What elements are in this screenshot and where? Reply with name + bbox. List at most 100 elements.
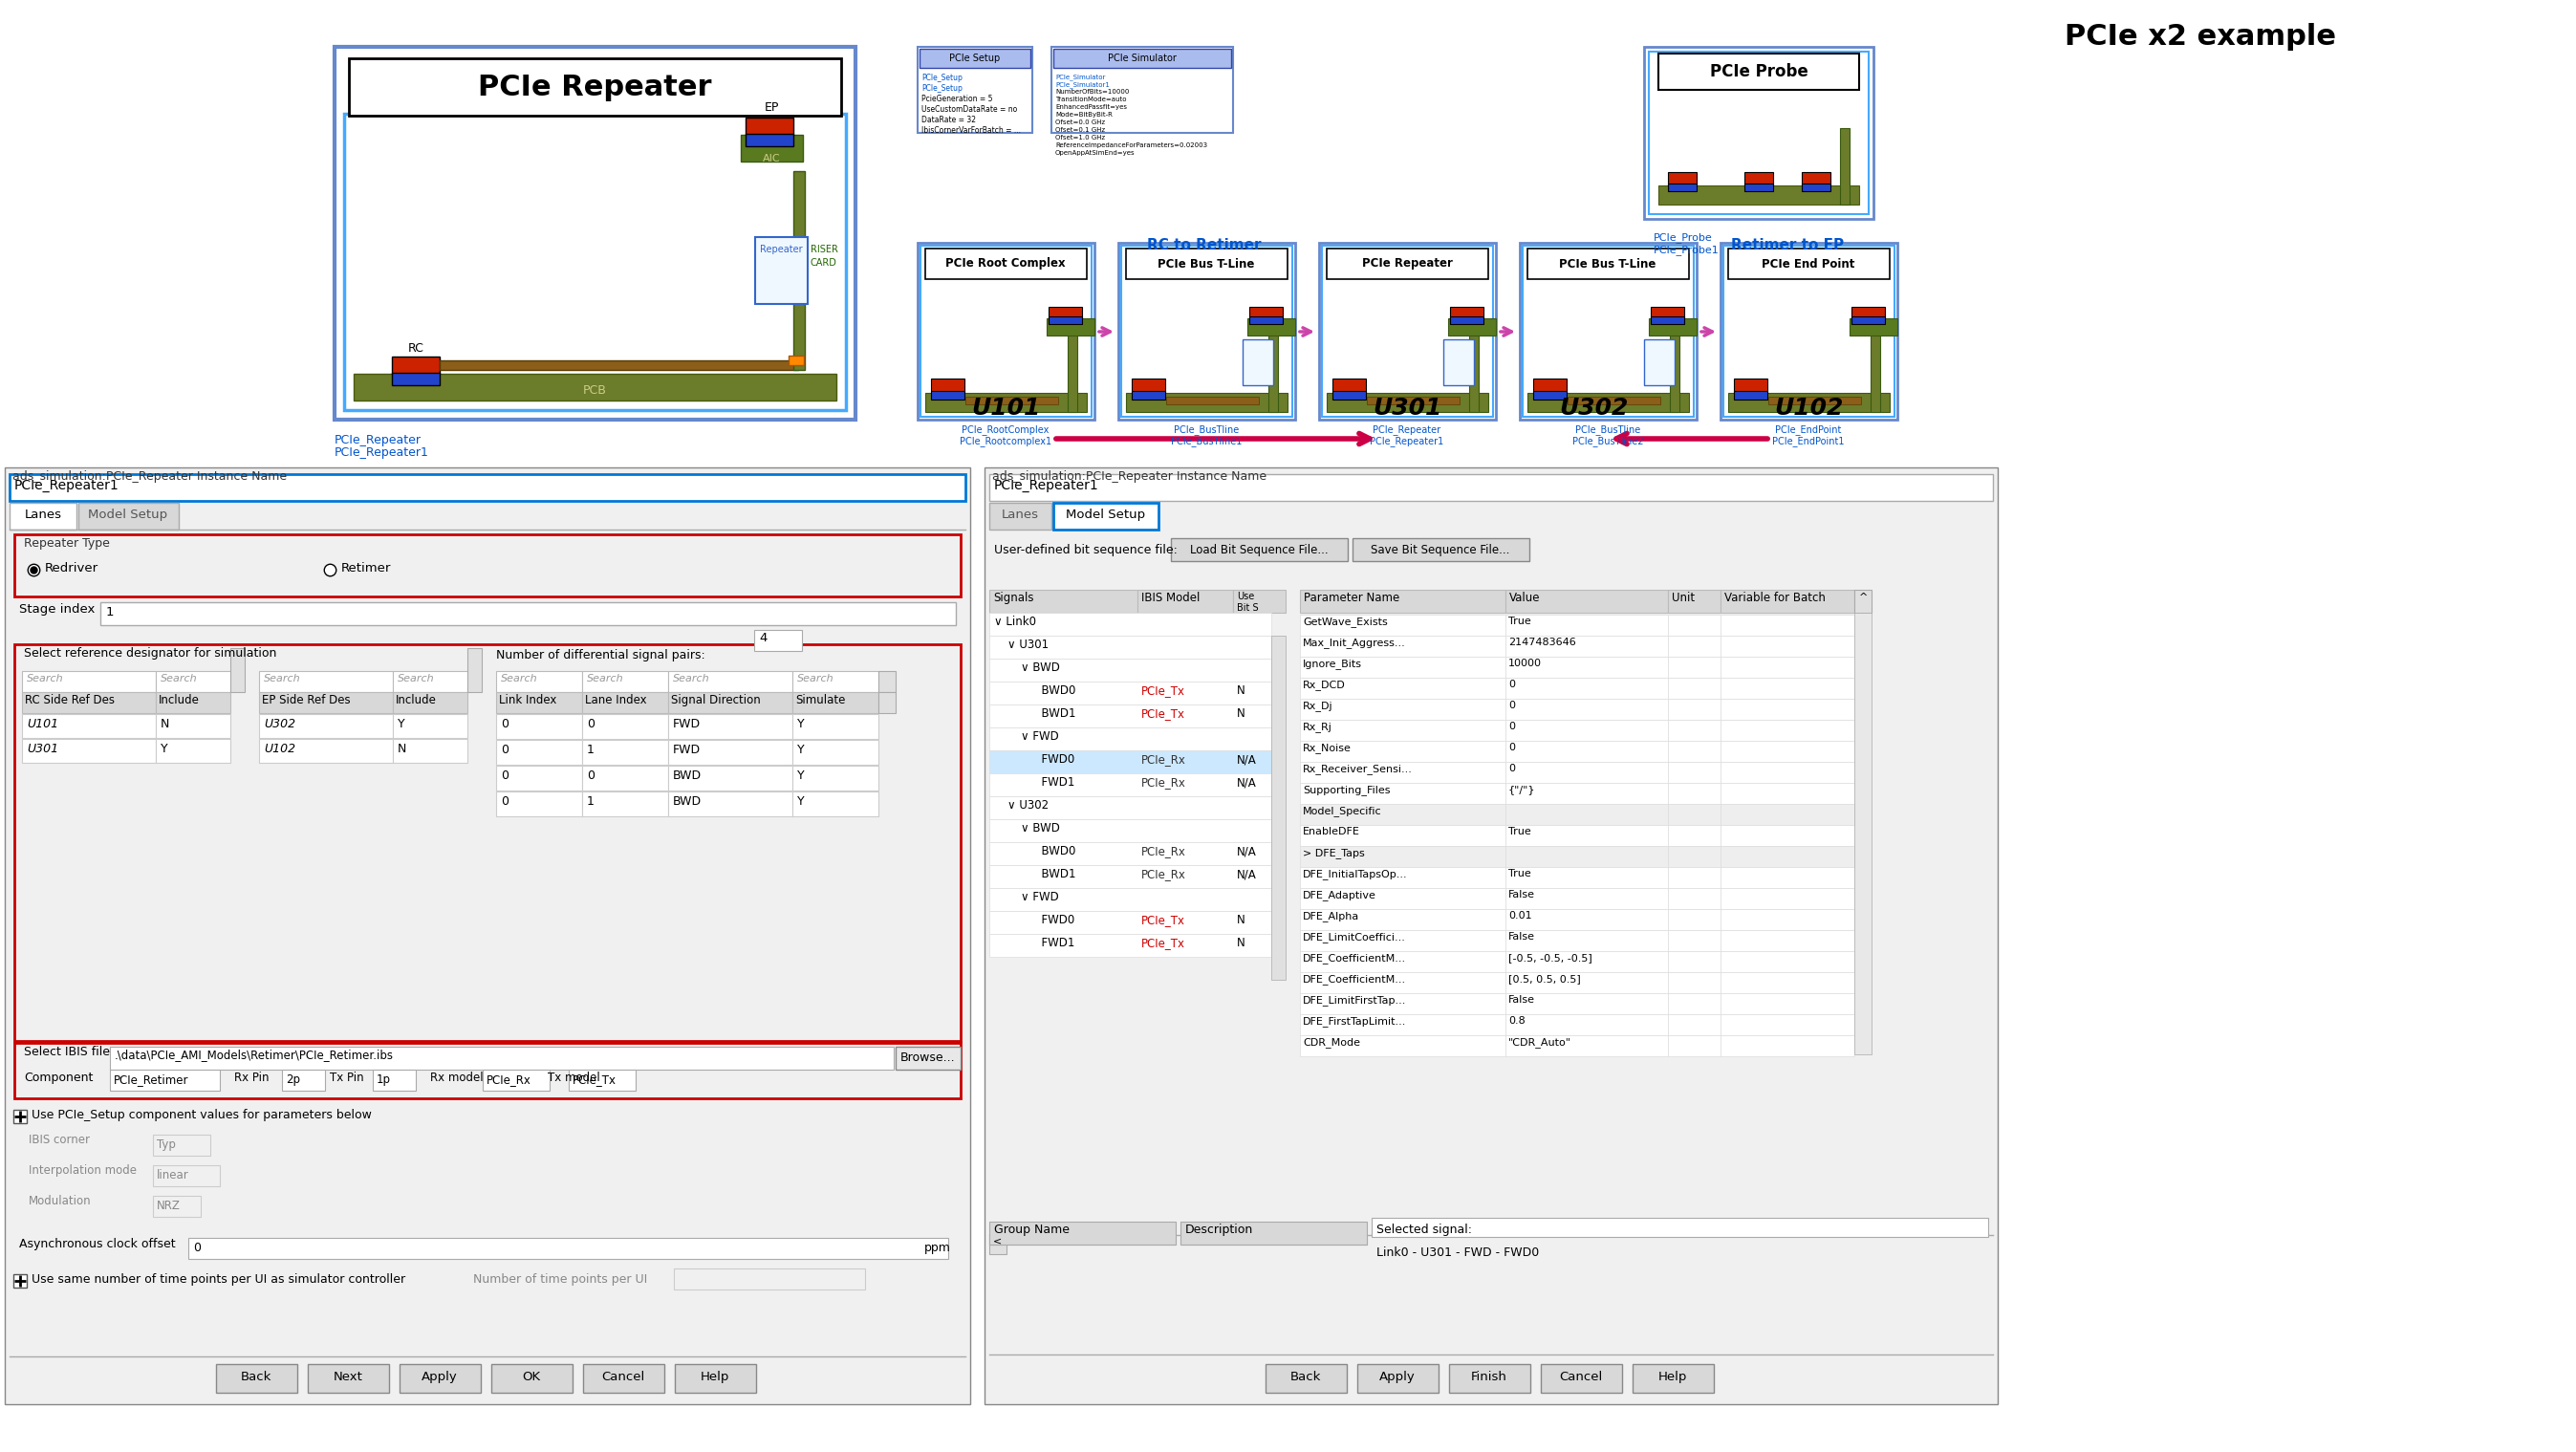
Bar [1667,171,1698,186]
Bar [989,727,1273,751]
Text: Redriver: Redriver [44,562,98,575]
Bar [1767,396,1860,404]
Bar [492,1363,572,1392]
Bar [582,741,667,765]
Text: PCIe Simulator: PCIe Simulator [1108,54,1177,62]
Text: PCIe_Rx: PCIe_Rx [1141,868,1185,880]
Bar [1301,656,1504,678]
Text: 1: 1 [587,796,595,807]
Text: PCIe_EndPoint
PCIe_EndPoint1: PCIe_EndPoint PCIe_EndPoint1 [1772,424,1844,447]
Bar [989,819,1273,842]
Text: BWD: BWD [672,796,701,807]
Text: RC: RC [407,343,425,354]
Text: Signals: Signals [994,592,1033,604]
Text: Search: Search [26,674,64,684]
Text: DFE_InitialTapsOp...: DFE_InitialTapsOp... [1303,868,1406,880]
Bar [1265,1363,1347,1392]
Text: Tx Pin: Tx Pin [330,1072,363,1085]
Text: Search: Search [500,674,538,684]
Bar [1633,1363,1713,1392]
Bar [1734,391,1767,399]
Bar [667,741,793,765]
Bar [497,693,582,713]
Bar [1721,762,1855,783]
Text: N/A: N/A [1236,754,1257,765]
Bar [1504,973,1667,993]
Text: U302: U302 [263,717,296,730]
Bar [667,765,793,790]
Bar [15,534,961,597]
Bar [989,1237,1175,1244]
Bar [989,889,1273,910]
Bar [260,714,394,738]
Bar [1450,317,1484,324]
Text: 0: 0 [1510,743,1515,752]
Bar [1048,317,1082,324]
Text: PCIe x2 example: PCIe x2 example [2063,23,2336,51]
Bar [1301,720,1504,741]
Bar [353,373,837,401]
Text: PCIe_Tx: PCIe_Tx [572,1073,616,1086]
Text: True: True [1510,826,1530,836]
Bar [1054,49,1231,68]
Text: Simulate: Simulate [796,694,845,707]
Bar [155,671,229,693]
Bar [1054,502,1159,530]
Bar [1370,1218,1989,1237]
Text: FWD: FWD [672,717,701,730]
Bar [152,1166,219,1186]
Bar [989,704,1273,727]
Text: N/A: N/A [1236,777,1257,788]
Text: Y: Y [796,743,804,756]
Bar [1721,242,1899,420]
Text: Y: Y [397,717,404,730]
Text: Cancel: Cancel [1558,1371,1602,1384]
Bar [111,1070,219,1090]
Bar [1649,52,1868,213]
Text: RISER: RISER [811,245,837,254]
Text: Modulation: Modulation [28,1195,90,1207]
Text: U101: U101 [971,396,1041,420]
Bar [1667,825,1721,847]
Text: FWD: FWD [672,743,701,756]
Bar [1721,636,1855,656]
Text: Y: Y [796,770,804,783]
Bar [878,693,896,713]
Text: IBIS corner: IBIS corner [28,1134,90,1146]
Text: Y: Y [796,717,804,730]
Bar [1721,973,1855,993]
Text: [0.5, 0.5, 0.5]: [0.5, 0.5, 0.5] [1510,974,1582,983]
Bar [15,645,961,1041]
Bar [989,613,1273,636]
Bar [1528,248,1690,279]
Bar [1301,931,1504,951]
Text: N: N [1236,937,1244,950]
Text: Parameter Name: Parameter Name [1303,592,1399,604]
Bar [5,468,971,1404]
Text: PCIe_RootComplex
PCIe_Rootcomplex1: PCIe_RootComplex PCIe_Rootcomplex1 [961,424,1051,447]
Bar [920,245,1092,417]
Bar [100,603,956,626]
Text: 2147483646: 2147483646 [1510,637,1577,648]
Bar [1667,762,1721,783]
Bar [1249,317,1283,324]
Bar [1721,698,1855,720]
Text: AIC: AIC [762,154,781,164]
Bar [1301,590,1504,613]
Bar [1332,391,1365,399]
Bar [335,46,855,420]
Text: Repeater: Repeater [760,245,804,254]
Text: DFE_Adaptive: DFE_Adaptive [1303,890,1376,900]
Text: DataRate = 32: DataRate = 32 [922,116,976,125]
Bar [1721,825,1855,847]
Text: Search: Search [672,674,711,684]
Bar [1667,867,1721,889]
Bar [1728,393,1891,412]
Bar [1667,698,1721,720]
Text: PCIe_Rx: PCIe_Rx [1141,754,1185,765]
Text: OK: OK [523,1371,541,1384]
Text: PCIe_Rx: PCIe_Rx [487,1073,531,1086]
Text: U301: U301 [1373,396,1443,420]
Text: Model Setup: Model Setup [1066,508,1146,521]
Bar [1734,379,1767,393]
